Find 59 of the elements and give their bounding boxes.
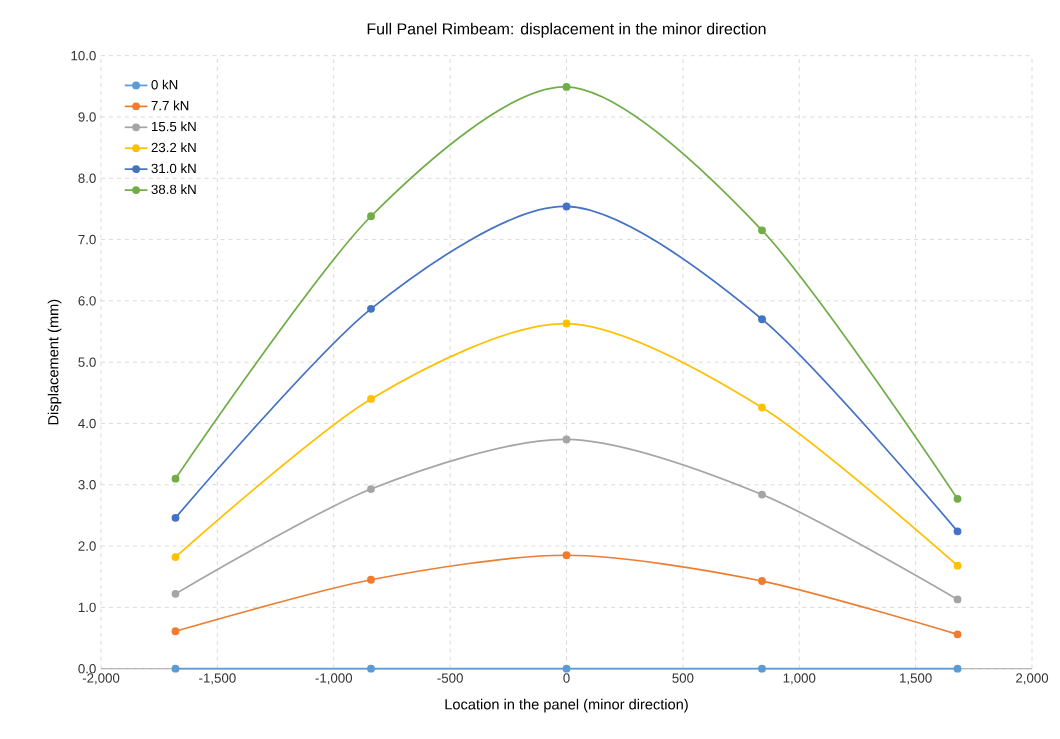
point <box>171 664 180 673</box>
point <box>367 576 375 584</box>
y-tick-label: 6.0 <box>78 296 96 306</box>
x-tick-label: 2,000 <box>1016 673 1049 685</box>
point <box>562 202 571 211</box>
legend-label: 7.7 kN <box>151 100 189 111</box>
point <box>562 664 571 673</box>
point <box>953 595 962 604</box>
y-tick-label: 2.0 <box>78 541 96 551</box>
point <box>367 485 375 494</box>
y-tick-label: 5.0 <box>78 357 96 368</box>
point <box>758 403 766 412</box>
point <box>953 630 962 639</box>
point <box>171 553 180 562</box>
point <box>171 514 180 522</box>
point <box>953 664 962 673</box>
y-tick-label: 8.0 <box>78 173 96 184</box>
point <box>562 551 571 560</box>
legend-label: 23.2 kN <box>151 142 196 153</box>
chart-title: Full Panel Rimbeam: displacement in the minor direction <box>367 22 766 38</box>
x-tick-label: -2,000 <box>82 673 120 685</box>
legend-label: 38.8 kN <box>151 184 196 195</box>
y-tick-label: 1.0 <box>78 602 96 613</box>
point <box>562 83 571 92</box>
point <box>953 495 962 503</box>
y-tick-label: 7.0 <box>78 235 96 245</box>
y-tick-label: 10.0 <box>71 51 96 61</box>
point <box>171 590 180 598</box>
y-tick-label: 3.0 <box>78 480 96 490</box>
point <box>758 490 766 499</box>
legend-label: 31.0 kN <box>151 163 196 174</box>
point <box>562 435 571 444</box>
x-tick-label: -1,500 <box>199 673 236 685</box>
x-tick-label: 1,000 <box>783 673 816 685</box>
point <box>953 527 962 536</box>
x-tick-label: -1,000 <box>315 673 353 685</box>
y-tick-label: 0.0 <box>78 664 96 674</box>
x-tick-label: -500 <box>437 673 463 683</box>
legend-label: 0 kN <box>151 79 178 90</box>
point <box>367 212 375 221</box>
x-tick-label: 1,500 <box>900 673 932 685</box>
point <box>953 561 962 570</box>
point <box>758 226 766 235</box>
point <box>171 474 180 483</box>
x-tick-label: 0 <box>563 673 570 683</box>
point <box>367 664 375 673</box>
legend-label: 15.5 kN <box>151 121 196 132</box>
point <box>758 664 766 673</box>
point <box>758 315 766 324</box>
point <box>171 627 180 636</box>
y-tick-label: 4.0 <box>78 418 96 429</box>
point <box>758 577 766 586</box>
y-tick-label: 9.0 <box>78 112 96 122</box>
point <box>562 319 571 328</box>
x-axis-title: Location in the panel (minor direction) <box>445 698 688 713</box>
point <box>367 305 375 313</box>
x-tick-label: 500 <box>672 673 694 683</box>
point <box>367 395 375 404</box>
y-axis-title: Displacement (mm) <box>47 299 62 425</box>
